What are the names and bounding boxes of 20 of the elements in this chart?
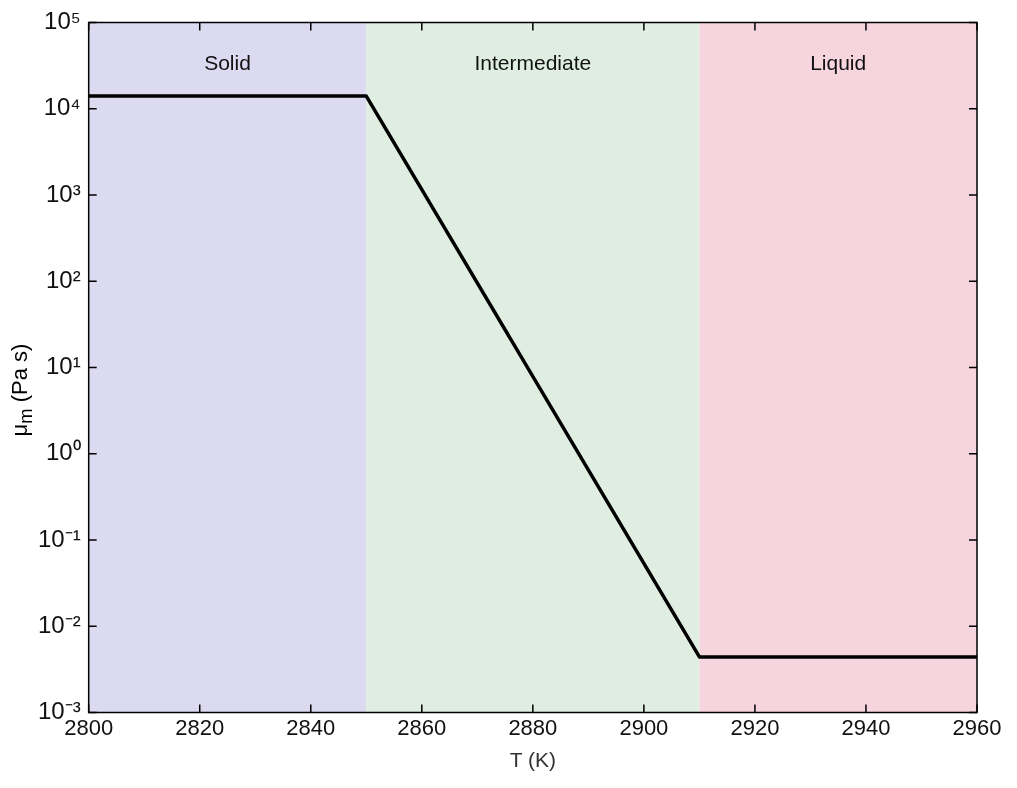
band-label: Liquid — [810, 51, 867, 75]
y-tick-label: 10³ — [46, 179, 81, 207]
x-tick-label: 2920 — [730, 714, 780, 740]
x-tick-label: 2880 — [508, 714, 558, 740]
y-tick-label: 10⁻² — [38, 610, 81, 638]
x-tick-label: 2940 — [841, 714, 891, 740]
x-tick-label: 2960 — [952, 714, 1002, 740]
y-tick-label: 10⁰ — [45, 438, 81, 466]
y-tick-label: 10¹ — [46, 352, 81, 380]
x-tick-label: 2840 — [286, 714, 336, 740]
y-tick-label: 10⁴ — [43, 93, 81, 121]
y-tick-label: 10⁵ — [44, 7, 81, 35]
band-label: Solid — [204, 51, 251, 75]
x-axis-title: T (K) — [509, 748, 556, 772]
y-tick-label: 10⁻¹ — [38, 524, 81, 552]
x-tick-label: 2900 — [619, 714, 669, 740]
x-tick-label: 2860 — [397, 714, 447, 740]
y-tick-label: 10² — [46, 265, 81, 293]
x-tick-label: 2820 — [175, 714, 225, 740]
band-label: Intermediate — [474, 51, 592, 75]
